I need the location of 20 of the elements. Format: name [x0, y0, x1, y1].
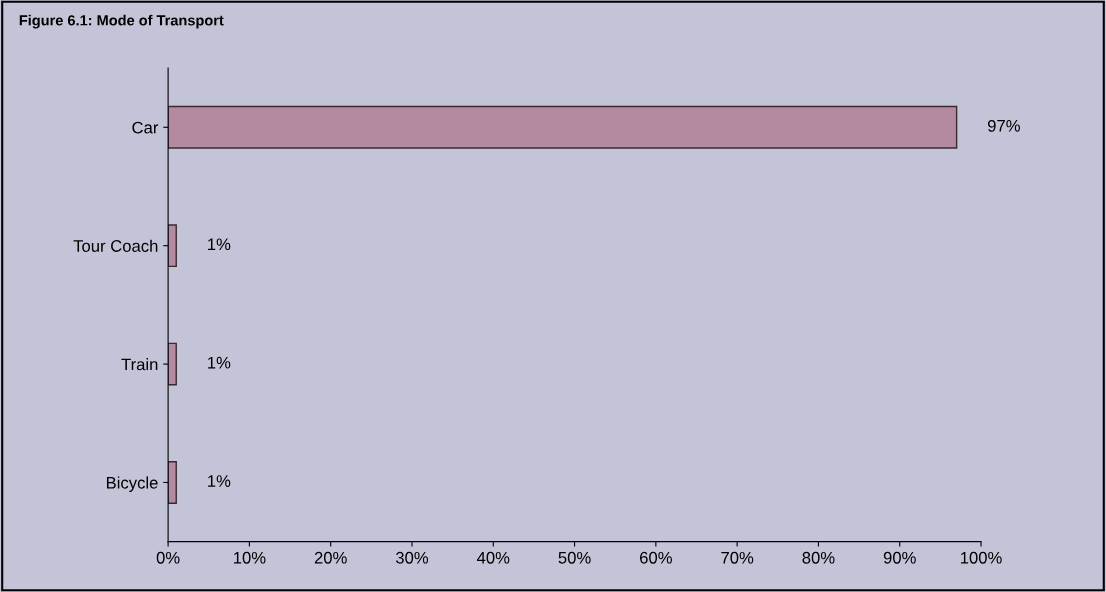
x-tick-label: 50% [558, 551, 591, 564]
x-tick-label: 40% [476, 551, 510, 564]
y-tick-label: Bicycle [106, 476, 158, 492]
data-label: 1% [208, 475, 231, 487]
data-label: 97% [987, 119, 1020, 132]
x-tick-label: 30% [395, 551, 429, 564]
y-tick-label: Tour Coach [73, 239, 158, 252]
data-label: 1% [208, 238, 231, 251]
x-tick-label: 80% [802, 551, 835, 564]
y-tick-label: Car [132, 121, 159, 134]
x-tick-label: 0% [156, 551, 180, 564]
data-label: 1% [208, 356, 231, 369]
x-tick-label: 90% [883, 551, 916, 564]
x-tick-label: 60% [640, 551, 672, 564]
chart-title: Figure 6.1: Mode of Transport [19, 14, 224, 29]
x-tick-label: 100% [960, 551, 1002, 564]
x-tick-label: 20% [314, 551, 347, 564]
x-tick-label: 10% [234, 551, 266, 564]
x-tick-label: 70% [721, 551, 754, 564]
y-tick-label: Train [121, 358, 158, 371]
